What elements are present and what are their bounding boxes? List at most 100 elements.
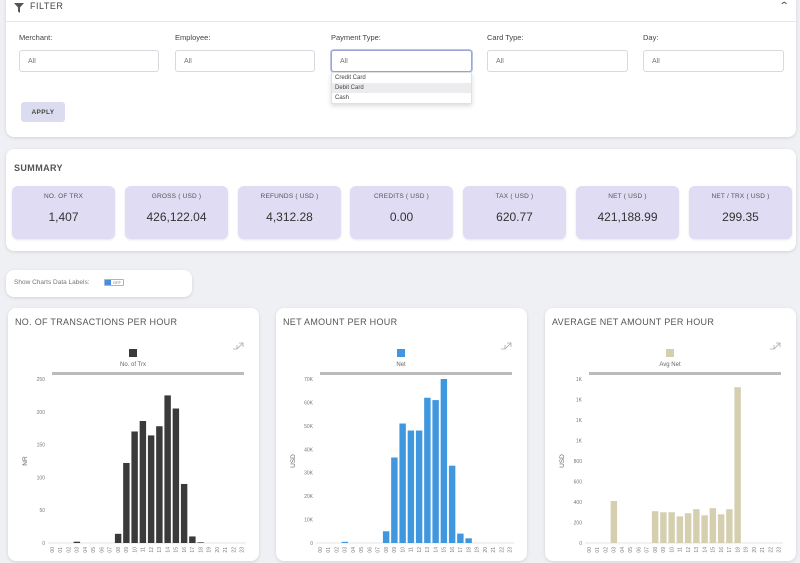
legend-label: No. of Trx bbox=[120, 362, 146, 368]
expand-icon[interactable] bbox=[501, 342, 512, 350]
x-tick-label: 19 bbox=[744, 547, 750, 553]
legend-bar bbox=[589, 372, 781, 375]
tile-value: 4,312.28 bbox=[266, 210, 313, 224]
y-tick-label: 400 bbox=[574, 500, 583, 506]
card-type-input[interactable] bbox=[487, 50, 628, 72]
x-tick-label: 11 bbox=[409, 547, 415, 552]
payment-type-label: Payment Type: bbox=[331, 33, 381, 42]
tile-value: 426,122.04 bbox=[146, 210, 207, 224]
x-tick-label: 22 bbox=[768, 547, 774, 553]
x-tick-label: 05 bbox=[359, 547, 365, 553]
tile-label: CREDITS ( USD ) bbox=[374, 193, 429, 200]
bar bbox=[668, 512, 675, 543]
payment-type-input[interactable] bbox=[331, 50, 472, 72]
y-tick-label: 100 bbox=[37, 475, 46, 481]
bar bbox=[448, 465, 456, 543]
dropdown-option-credit-card[interactable]: Credit Card bbox=[335, 75, 366, 81]
x-tick-label: 01 bbox=[595, 547, 601, 553]
x-tick-label: 10 bbox=[400, 547, 406, 553]
tile-value: 299.35 bbox=[722, 210, 759, 224]
bar bbox=[676, 516, 684, 543]
x-tick-label: 15 bbox=[174, 547, 180, 553]
chart-card-average-net: AVERAGE NET AMOUNT PER HOUR Avg Net 0 2 00 4… bbox=[545, 308, 796, 561]
expand-icon-path bbox=[233, 342, 244, 350]
x-tick-label: 17 bbox=[190, 547, 196, 553]
chart-title: NO. OF TRANSACTIONS PER HOUR bbox=[15, 317, 178, 327]
chart-title: AVERAGE NET AMOUNT PER HOUR bbox=[552, 317, 715, 327]
y-tick-label: 30K bbox=[304, 471, 314, 477]
y-tick-label: 50 bbox=[39, 508, 45, 514]
bar bbox=[407, 430, 415, 543]
x-tick-label: 23 bbox=[240, 547, 246, 553]
y-tick-label: 150 bbox=[37, 443, 46, 449]
x-tick-label: 03 bbox=[612, 547, 618, 553]
data-labels-toggle[interactable]: OFF bbox=[104, 279, 124, 286]
expand-icon[interactable] bbox=[770, 342, 781, 350]
bar bbox=[139, 420, 147, 543]
dropdown-option-cash[interactable]: Cash bbox=[335, 95, 350, 101]
merchant-label: Merchant: bbox=[19, 33, 53, 42]
legend-label: Avg Net bbox=[659, 362, 681, 368]
x-tick-label: 02 bbox=[334, 547, 340, 553]
x-tick-label: 21 bbox=[760, 547, 766, 553]
chart-title: NET AMOUNT PER HOUR bbox=[283, 317, 398, 327]
x-tick-label: 07 bbox=[645, 547, 651, 553]
x-tick-label: 16 bbox=[182, 547, 188, 553]
summary-title: SUMMARY bbox=[14, 163, 63, 173]
apply-button[interactable]: APPLY bbox=[21, 102, 65, 122]
bar bbox=[197, 542, 204, 543]
x-tick-label: 06 bbox=[99, 547, 105, 553]
x-tick-label: 02 bbox=[603, 547, 609, 553]
data-labels-toggle-label: Show Charts Data Labels: bbox=[14, 279, 90, 286]
expand-icon-path bbox=[770, 342, 781, 350]
x-tick-label: 04 bbox=[351, 547, 357, 553]
x-tick-label: 06 bbox=[636, 547, 642, 553]
x-tick-label: 08 bbox=[653, 547, 659, 553]
chart-card-transactions: NO. OF TRANSACTIONS PER HOUR No. of Trx 0… bbox=[8, 308, 259, 561]
bar bbox=[709, 508, 717, 543]
chevron-up-icon[interactable]: ⌃ bbox=[778, 1, 790, 12]
bar bbox=[726, 509, 733, 543]
x-tick-label: 04 bbox=[83, 547, 89, 553]
bar bbox=[415, 430, 423, 543]
y-tick-label: 20K bbox=[304, 494, 314, 500]
funnel-icon bbox=[14, 3, 24, 13]
legend-swatch bbox=[397, 349, 405, 357]
day-input[interactable] bbox=[643, 50, 784, 72]
x-tick-label: 19 bbox=[475, 547, 481, 553]
x-tick-label: 08 bbox=[384, 547, 390, 553]
chart-net-amount-per-hour: Net 0 10K 20K 30K 40K 50K 60K 70K USD 00 01 02 03 04 05… bbox=[290, 342, 514, 553]
bar bbox=[651, 511, 659, 543]
bar bbox=[717, 514, 725, 543]
y-axis-label: NR bbox=[22, 456, 29, 466]
y-tick-label: 0 bbox=[310, 541, 313, 547]
bar bbox=[123, 462, 130, 543]
bar bbox=[391, 457, 398, 543]
tile-value: 421,188.99 bbox=[597, 210, 658, 224]
y-tick-label: 0 bbox=[42, 541, 45, 547]
x-tick-label: 11 bbox=[141, 547, 147, 552]
x-tick-label: 23 bbox=[508, 547, 514, 553]
expand-icon[interactable] bbox=[233, 342, 244, 350]
x-tick-label: 09 bbox=[124, 547, 130, 553]
x-tick-label: 00 bbox=[587, 547, 593, 553]
tile-refunds: REFUNDS ( USD ) 4,312.28 bbox=[238, 186, 341, 239]
x-tick-label: 10 bbox=[132, 547, 138, 553]
tile-value: 620.77 bbox=[496, 210, 533, 224]
chart-card-net-amount: NET AMOUNT PER HOUR Net 0 10K 20K 30K 40K 50K 6… bbox=[276, 308, 527, 561]
employee-label: Employee: bbox=[175, 33, 211, 42]
legend-bar bbox=[320, 372, 512, 375]
bar bbox=[424, 397, 431, 543]
x-tick-label: 15 bbox=[442, 547, 448, 553]
filter-header[interactable]: FILTER ⌃ bbox=[6, 0, 796, 22]
x-tick-label: 05 bbox=[91, 547, 97, 553]
bar bbox=[457, 533, 464, 543]
employee-input[interactable] bbox=[175, 50, 315, 72]
y-tick-label: 1K bbox=[576, 439, 583, 445]
merchant-input[interactable] bbox=[19, 50, 159, 72]
bar bbox=[164, 395, 171, 543]
dropdown-option-debit-card[interactable]: Debit Card bbox=[332, 83, 471, 93]
bar bbox=[465, 538, 472, 543]
bar bbox=[684, 513, 692, 543]
